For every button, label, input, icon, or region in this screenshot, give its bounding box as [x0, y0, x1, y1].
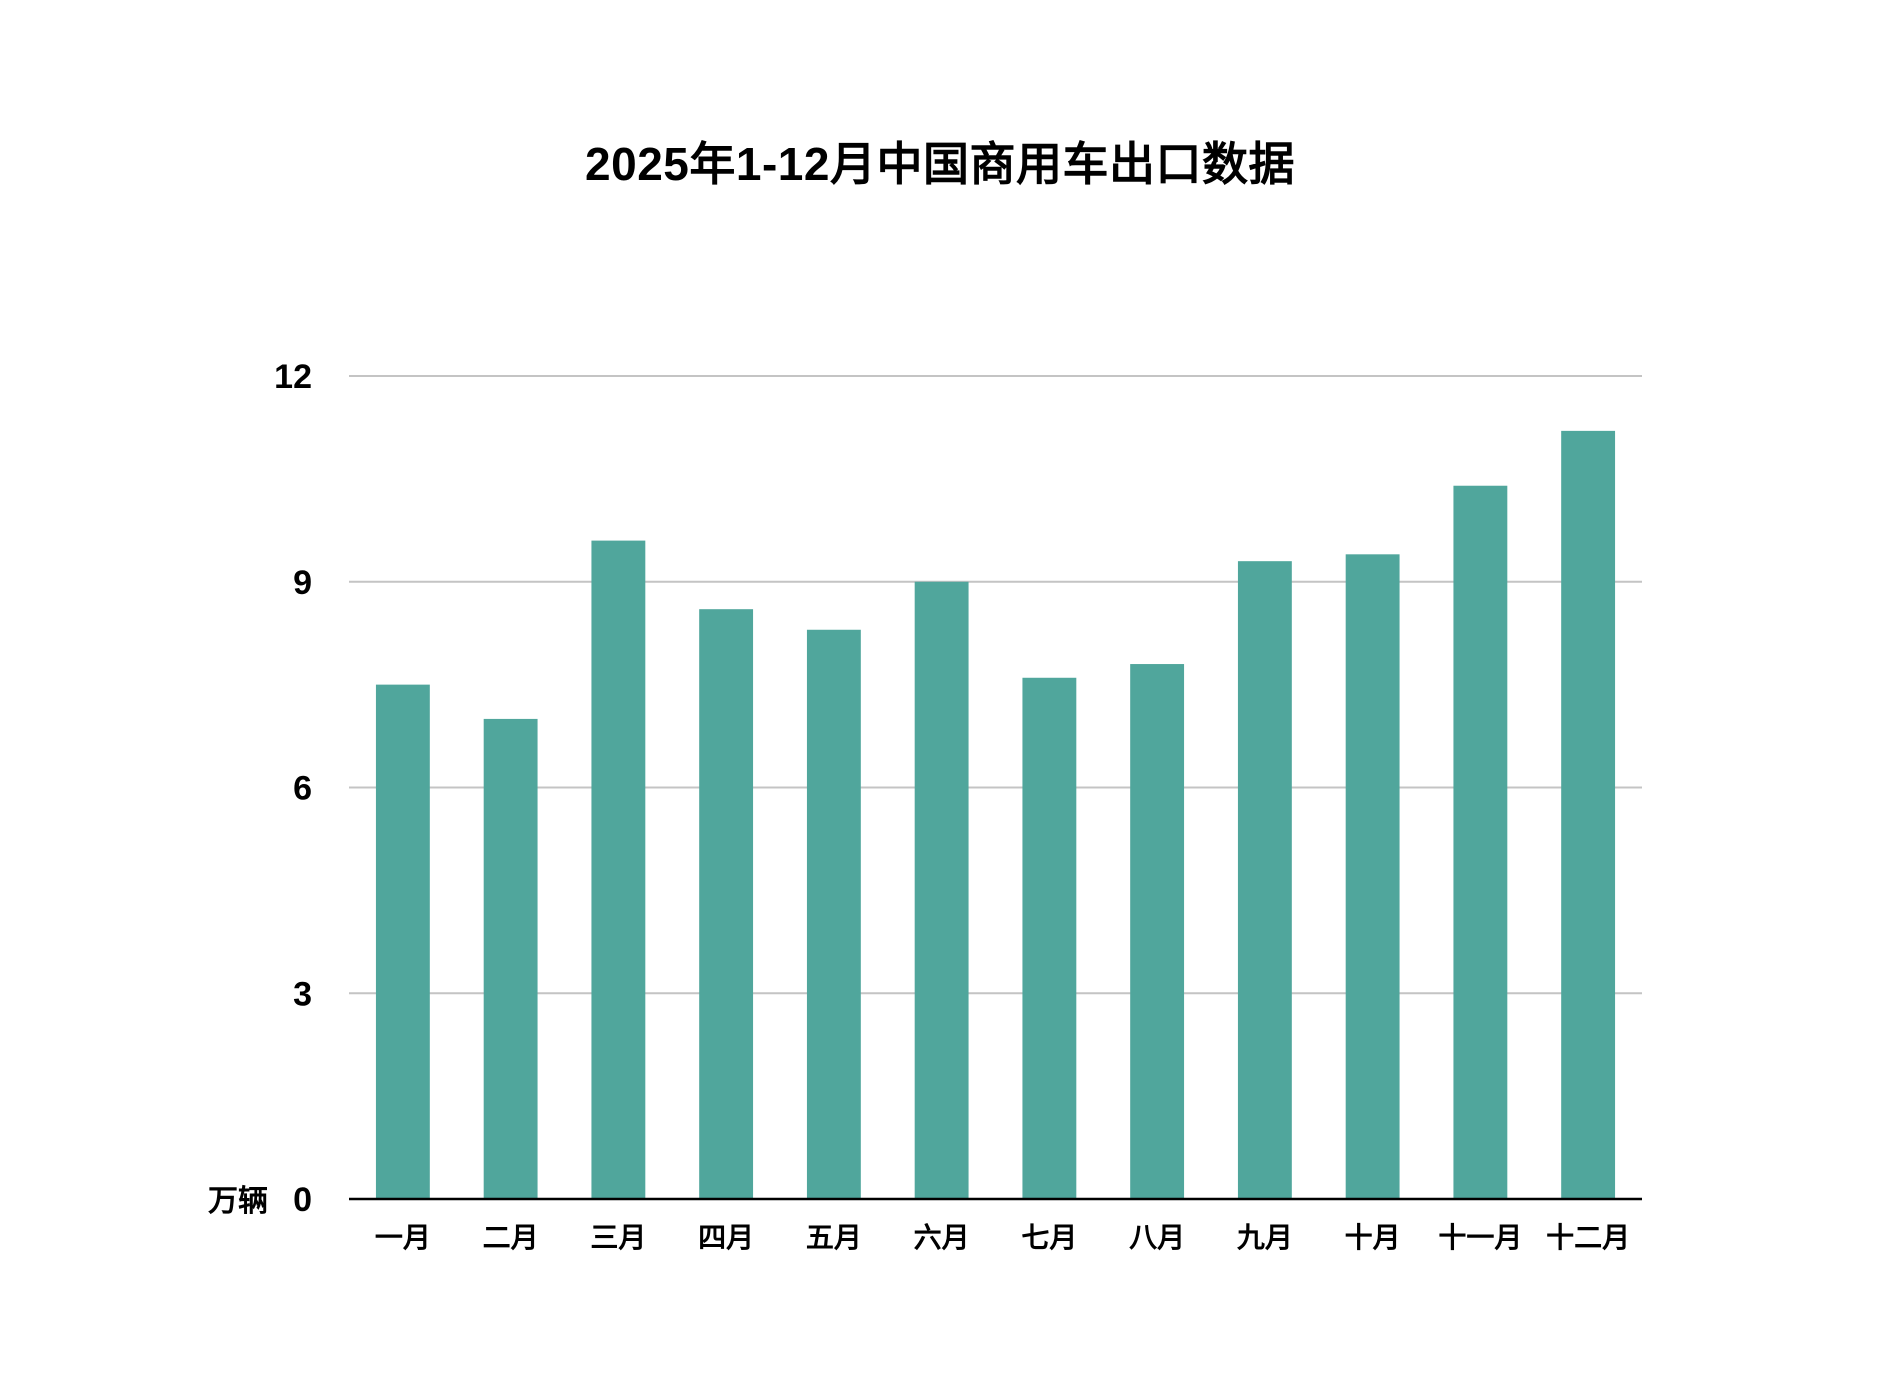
bar-五月 [806, 629, 861, 1199]
y-tick-label: 0 [293, 1181, 312, 1219]
x-tick-label: 九月 [1237, 1222, 1293, 1253]
bar-三月 [591, 540, 646, 1199]
y-tick-label: 3 [293, 975, 312, 1013]
x-tick-label: 十月 [1345, 1222, 1401, 1253]
x-tick-label: 三月 [590, 1222, 646, 1253]
bar-八月 [1130, 664, 1185, 1199]
x-tick-label: 四月 [698, 1222, 754, 1253]
y-unit-label: 万辆 [208, 1185, 268, 1218]
bar-十月 [1345, 554, 1400, 1199]
x-tick-label: 一月 [375, 1222, 431, 1253]
bar-一月 [375, 684, 430, 1199]
y-tick-label: 12 [274, 358, 312, 396]
x-tick-label: 十一月 [1438, 1222, 1522, 1253]
x-tick-label: 五月 [806, 1222, 862, 1253]
bar-六月 [914, 581, 969, 1199]
bar-九月 [1237, 561, 1292, 1199]
bar-二月 [483, 718, 538, 1199]
x-tick-label: 六月 [914, 1222, 970, 1253]
bars [375, 430, 1616, 1199]
x-tick-label: 二月 [483, 1222, 539, 1253]
x-tick-label: 七月 [1021, 1222, 1077, 1253]
chart-title: 2025年1-12月中国商用车出口数据 [585, 138, 1295, 190]
x-tick-label: 八月 [1129, 1222, 1185, 1253]
bar-十一月 [1453, 485, 1508, 1199]
bar-七月 [1022, 677, 1077, 1199]
x-tick-label: 十二月 [1546, 1222, 1630, 1253]
bar-四月 [699, 609, 754, 1199]
grid-lines [349, 375, 1642, 995]
y-tick-label: 9 [293, 564, 312, 602]
bar-十二月 [1561, 430, 1616, 1199]
y-tick-label: 6 [293, 770, 312, 808]
